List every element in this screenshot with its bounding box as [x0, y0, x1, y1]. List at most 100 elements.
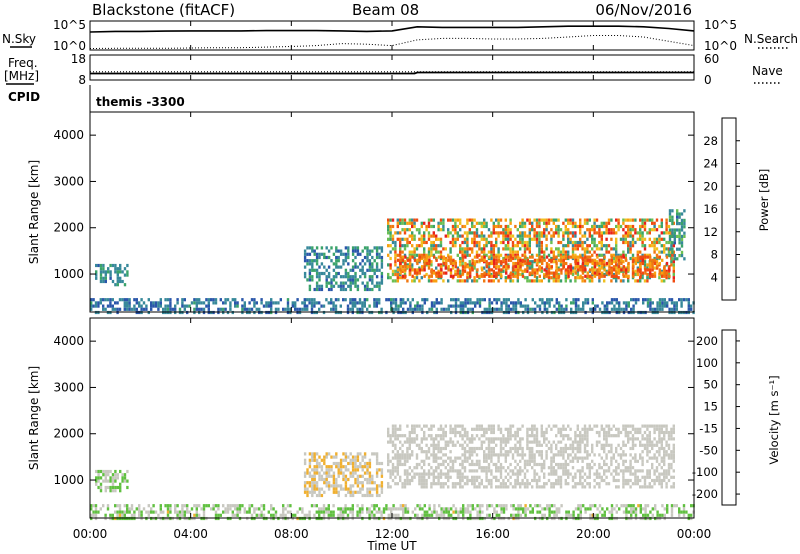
heat-cell — [475, 434, 479, 438]
heat-cell — [586, 475, 589, 479]
heat-cell — [473, 446, 476, 451]
heat-cell — [535, 231, 539, 235]
heat-cell — [408, 446, 411, 451]
heat-cell — [423, 430, 426, 435]
heat-cell — [574, 456, 577, 460]
heat-cell — [466, 478, 469, 483]
heat-cell — [296, 298, 299, 302]
heat-cell — [99, 273, 103, 277]
heat-cell — [571, 224, 575, 229]
heat-cell — [378, 507, 381, 511]
heat-cell — [119, 279, 122, 284]
heat-cell — [540, 485, 543, 489]
heat-cell — [349, 275, 352, 279]
heat-cell — [413, 475, 416, 479]
heat-cell — [463, 430, 467, 435]
heat-cell — [581, 466, 584, 470]
heat-cell — [483, 258, 486, 262]
heat-cell — [598, 466, 601, 470]
heat-cell — [490, 261, 493, 266]
heat-cell — [466, 231, 469, 235]
heat-cell — [497, 469, 500, 473]
heat-cell — [416, 301, 419, 305]
heat-cell — [356, 513, 359, 517]
heat-cell — [92, 304, 95, 308]
heat-cell — [406, 478, 409, 483]
heat-cell — [356, 468, 360, 472]
heat-cell — [469, 504, 472, 508]
heat-cell — [169, 510, 172, 514]
heat-cell — [432, 440, 435, 444]
heat-cell — [411, 430, 414, 435]
heat-cell — [535, 443, 539, 447]
heat-cell — [557, 450, 560, 454]
heat-cell — [128, 301, 131, 305]
heat-cell — [493, 271, 496, 275]
heat-cell — [414, 307, 417, 311]
heat-cell — [552, 424, 555, 428]
heat-cell — [315, 259, 319, 263]
heat-cell — [610, 228, 613, 232]
heat-cell — [617, 443, 620, 447]
heat-cell — [639, 271, 642, 275]
heat-cell — [123, 267, 127, 271]
heat-cell — [593, 228, 596, 232]
heat-cell — [102, 304, 105, 308]
heat-cell — [488, 268, 491, 272]
heat-cell — [116, 273, 119, 277]
heat-cell — [454, 459, 457, 463]
heat-cell — [354, 477, 357, 482]
heat-cell — [581, 247, 584, 251]
heat-cell — [391, 478, 395, 483]
heat-cell — [423, 298, 426, 302]
heat-cell — [99, 482, 103, 486]
heat-cell — [492, 430, 495, 435]
heat-cell — [476, 301, 479, 305]
heat-cell — [335, 246, 338, 250]
heat-cell — [423, 274, 426, 278]
heat-cell — [368, 513, 371, 517]
heat-cell — [224, 298, 227, 302]
heat-cell — [629, 462, 632, 467]
heat-cell — [462, 513, 465, 517]
heat-cell — [547, 472, 551, 476]
heat-cell — [497, 459, 500, 463]
heat-cell — [389, 237, 392, 241]
heat-cell — [361, 259, 364, 263]
heat-cell — [605, 228, 608, 232]
heat-cell — [658, 234, 661, 238]
heat-cell — [550, 427, 553, 431]
heat-cell — [432, 472, 435, 476]
heat-cell — [466, 456, 469, 460]
heat-cell — [394, 279, 397, 283]
heat-cell — [564, 218, 567, 222]
heat-cell — [656, 304, 659, 308]
heat-cell — [567, 424, 570, 428]
heat-cell — [641, 271, 645, 275]
heat-cell — [418, 253, 421, 257]
heat-cell — [521, 231, 524, 235]
heat-cell — [535, 224, 539, 229]
heat-cell — [430, 279, 433, 283]
heat-cell — [432, 482, 435, 486]
heat-cell — [109, 476, 112, 480]
heat-cell — [625, 504, 628, 508]
heat-cell — [555, 271, 558, 275]
heat-cell — [435, 266, 438, 270]
heat-cell — [660, 269, 663, 273]
heat-cell — [459, 472, 462, 476]
heat-cell — [396, 453, 399, 457]
heat-cell — [282, 510, 285, 514]
heat-cell — [598, 258, 601, 262]
heat-cell — [415, 466, 419, 470]
heat-cell — [631, 269, 635, 273]
heat-cell — [562, 446, 565, 451]
heat-cell — [323, 461, 326, 466]
heat-cell — [356, 504, 359, 508]
heat-cell — [591, 427, 594, 431]
heat-cell — [439, 253, 443, 257]
heat-cell — [454, 304, 458, 308]
heat-cell — [473, 427, 476, 431]
heat-cell — [425, 272, 428, 277]
heat-cell — [521, 269, 524, 273]
